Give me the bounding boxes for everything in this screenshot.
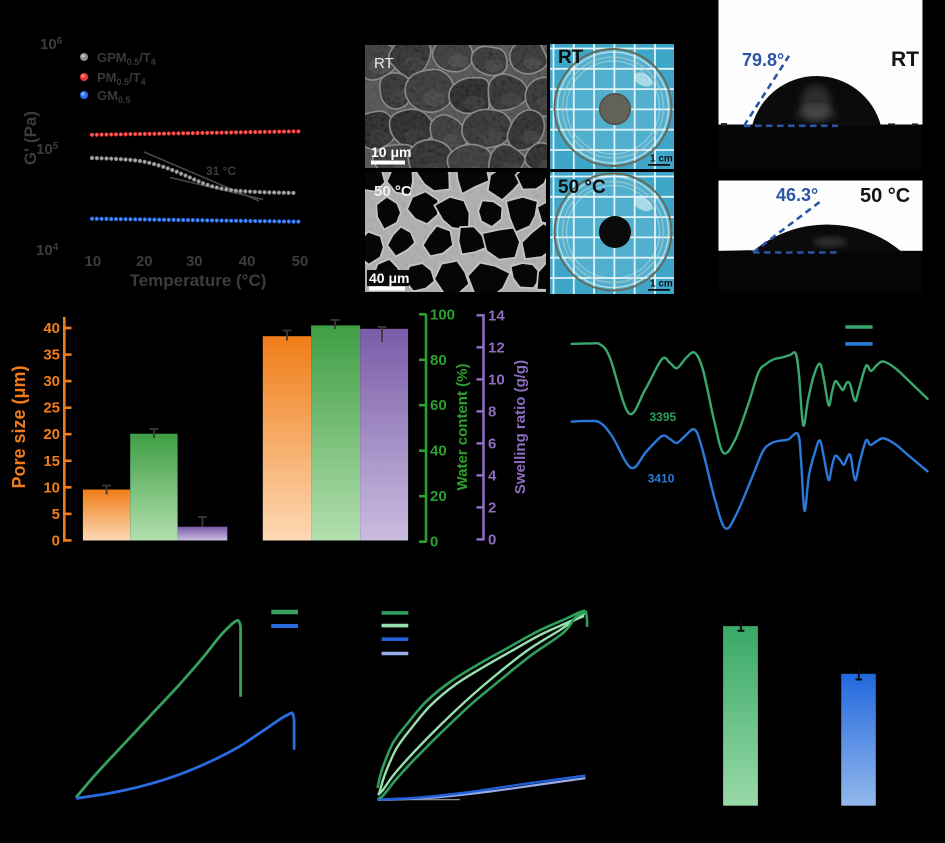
svg-text:2: 2 xyxy=(488,499,496,516)
svg-text:8: 8 xyxy=(488,403,496,420)
svg-text:50: 50 xyxy=(292,253,309,270)
svg-text:RT: RT xyxy=(891,48,919,71)
svg-text:15: 15 xyxy=(43,453,60,470)
svg-text:20: 20 xyxy=(43,426,60,443)
svg-text:25: 25 xyxy=(43,400,60,417)
svg-text:Water content (%): Water content (%) xyxy=(454,364,471,491)
svg-text:4: 4 xyxy=(488,467,497,484)
svg-text:14: 14 xyxy=(488,307,505,324)
svg-text:40: 40 xyxy=(430,443,447,460)
svg-text:3410: 3410 xyxy=(648,472,675,486)
svg-text:1 cm: 1 cm xyxy=(650,279,673,290)
svg-text:10: 10 xyxy=(85,253,102,270)
svg-text:GM0.5: GM0.5 xyxy=(97,88,130,105)
svg-text:40: 40 xyxy=(239,253,256,270)
svg-text:40 μm: 40 μm xyxy=(369,270,409,286)
svg-text:RT: RT xyxy=(374,55,394,72)
svg-text:0: 0 xyxy=(52,532,60,549)
svg-text:10 μm: 10 μm xyxy=(371,144,411,160)
svg-text:20: 20 xyxy=(136,253,153,270)
svg-text:40: 40 xyxy=(43,320,60,337)
svg-text:35: 35 xyxy=(43,347,60,364)
svg-text:Temperature (°C): Temperature (°C) xyxy=(130,271,267,290)
svg-text:50 °C: 50 °C xyxy=(860,185,910,207)
svg-text:12: 12 xyxy=(488,339,505,356)
svg-text:G' (Pa): G' (Pa) xyxy=(21,111,40,165)
svg-text:50 °C: 50 °C xyxy=(558,177,606,198)
svg-text:0: 0 xyxy=(488,531,496,548)
svg-text:6: 6 xyxy=(488,435,496,452)
svg-text:3395: 3395 xyxy=(650,410,677,424)
svg-text:104: 104 xyxy=(36,242,59,259)
svg-text:Swelling ratio (g/g): Swelling ratio (g/g) xyxy=(512,360,529,494)
svg-text:10: 10 xyxy=(43,479,60,496)
svg-text:30: 30 xyxy=(43,373,60,390)
svg-text:PM0.5/T4: PM0.5/T4 xyxy=(97,70,146,87)
svg-text:80: 80 xyxy=(430,352,447,369)
svg-text:31 °C: 31 °C xyxy=(206,164,236,178)
svg-text:20: 20 xyxy=(430,488,447,505)
svg-text:RT: RT xyxy=(558,47,584,68)
svg-text:106: 106 xyxy=(40,36,63,53)
svg-text:10: 10 xyxy=(488,371,505,388)
svg-text:1 cm: 1 cm xyxy=(650,154,673,165)
svg-text:79.8°: 79.8° xyxy=(742,50,784,70)
svg-text:5: 5 xyxy=(52,506,60,523)
svg-text:60: 60 xyxy=(430,397,447,414)
svg-text:46.3°: 46.3° xyxy=(776,185,818,205)
svg-text:100: 100 xyxy=(430,306,455,323)
svg-text:30: 30 xyxy=(186,253,203,270)
svg-text:50 °C: 50 °C xyxy=(374,183,412,200)
svg-text:0: 0 xyxy=(430,534,438,551)
svg-text:GPM0.5/T4: GPM0.5/T4 xyxy=(97,50,156,67)
svg-text:Pore size (μm): Pore size (μm) xyxy=(9,365,29,488)
